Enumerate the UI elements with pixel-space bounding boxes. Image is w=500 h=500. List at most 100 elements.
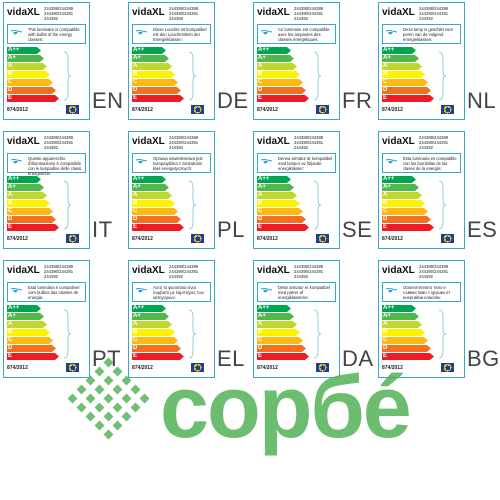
energy-bar: D xyxy=(7,87,56,94)
energy-bar: A+ xyxy=(257,184,294,191)
energy-class-label: A+ xyxy=(133,184,141,190)
energy-class-label: A++ xyxy=(383,305,395,311)
energy-bar: A xyxy=(257,63,297,70)
description-box: Questo apparecchio d'illuminazione è com… xyxy=(7,153,86,176)
energy-scale: A++ A+ A B C D E xyxy=(382,47,442,105)
energy-class-label: D xyxy=(133,345,138,351)
energy-bar: A++ xyxy=(132,47,166,54)
eu-flag-icon xyxy=(316,105,329,114)
energy-bar: A++ xyxy=(7,176,41,183)
energy-class-label: A xyxy=(258,192,263,198)
brace-icon xyxy=(313,51,322,101)
brace-icon xyxy=(188,51,197,101)
energy-class-label: C xyxy=(258,79,263,85)
product-codes: 244388/244389 244390/244391 244392 xyxy=(294,135,324,150)
energy-class-label: E xyxy=(133,95,138,101)
brace-icon xyxy=(188,309,197,359)
energy-label-da: vidaXL 244388/244389 244390/244391 244392 De… xyxy=(250,258,375,383)
energy-class-label: D xyxy=(8,87,13,93)
energy-bar: A++ xyxy=(7,305,41,312)
product-codes: 244388/244389 244390/244391 244392 xyxy=(44,6,74,21)
energy-scale: A++ A+ A B C D E xyxy=(257,305,317,363)
energy-bar: E xyxy=(257,224,309,231)
label-card: vidaXL 244388/244389 244390/244391 244392 Di… xyxy=(128,2,215,120)
eu-flag-icon xyxy=(66,234,79,243)
brand-logo: vidaXL xyxy=(382,265,415,276)
energy-bar: D xyxy=(7,216,56,223)
energy-bar: E xyxy=(132,224,184,231)
product-codes: 244388/244389 244390/244391 244392 xyxy=(169,135,199,150)
lamp-icon xyxy=(260,288,273,293)
description-text: Αυτό το φωτιστικό είναι συμβατό με λαμπτ… xyxy=(153,285,204,300)
description-box: Diese Leuchte ist kompatibel mit den Leu… xyxy=(132,24,211,44)
energy-bar: B xyxy=(7,71,50,78)
energy-bar: E xyxy=(382,224,434,231)
energy-class-label: C xyxy=(8,208,13,214)
energy-class-label: A+ xyxy=(383,313,391,319)
energy-class-label: B xyxy=(383,200,388,206)
energy-bar: C xyxy=(132,79,178,86)
regulation-number: 874/2012 xyxy=(132,107,153,113)
energy-class-label: D xyxy=(383,216,388,222)
energy-bar: A++ xyxy=(382,305,416,312)
energy-class-label: A+ xyxy=(8,313,16,319)
description-box: Oprawa oswietleniowa jest kompatybilna z… xyxy=(132,153,211,173)
eu-flag-icon xyxy=(316,234,329,243)
energy-bar: A+ xyxy=(382,55,419,62)
energy-bar: B xyxy=(382,71,425,78)
energy-label-pt: vidaXL 244388/244389 244390/244391 244392 Es… xyxy=(0,258,125,383)
energy-class-label: A++ xyxy=(258,176,270,182)
energy-label-se: vidaXL 244388/244389 244390/244391 244392 De… xyxy=(250,129,375,254)
energy-class-label: E xyxy=(8,353,13,359)
description-box: Esta luminaria es compatible con las bom… xyxy=(382,153,461,173)
energy-class-label: B xyxy=(133,71,138,77)
energy-class-label: B xyxy=(258,71,263,77)
description-text: Diese Leuchte ist kompatibel mit den Leu… xyxy=(153,27,207,42)
energy-class-label: C xyxy=(133,79,138,85)
language-code: EL xyxy=(217,346,245,371)
energy-bar: A++ xyxy=(382,176,416,183)
regulation-number: 874/2012 xyxy=(382,107,403,113)
lamp-icon xyxy=(260,159,273,164)
energy-class-label: C xyxy=(258,208,263,214)
product-codes: 244388/244389 244390/244391 244392 xyxy=(419,6,449,21)
energy-bar: A xyxy=(382,63,422,70)
energy-scale: A++ A+ A B C D E xyxy=(132,47,192,105)
energy-bar: A++ xyxy=(257,176,291,183)
description-box: Esta luminária é compatível com bulbos d… xyxy=(7,282,86,302)
energy-class-label: E xyxy=(8,224,13,230)
description-text: Oprawa oswietleniowa jest kompatybilna z… xyxy=(153,156,203,171)
language-code: EN xyxy=(92,88,124,113)
energy-class-label: A+ xyxy=(8,184,16,190)
energy-class-label: D xyxy=(258,216,263,222)
brand-logo: vidaXL xyxy=(382,7,415,18)
eu-flag-icon xyxy=(66,105,79,114)
energy-bar: B xyxy=(382,329,425,336)
energy-class-label: B xyxy=(8,200,13,206)
product-codes: 244388/244389 244390/244391 244392 xyxy=(44,135,74,150)
brace-icon xyxy=(63,180,72,230)
energy-class-label: A xyxy=(383,321,388,327)
energy-bar: A+ xyxy=(382,184,419,191)
energy-class-label: A++ xyxy=(258,47,270,53)
product-codes: 244388/244389 244390/244391 244392 xyxy=(294,6,324,21)
energy-class-label: E xyxy=(8,95,13,101)
language-code: SE xyxy=(342,217,373,242)
label-card: vidaXL 244388/244389 244390/244391 244392 Es… xyxy=(3,260,90,378)
lamp-icon xyxy=(10,288,23,293)
energy-bar: A+ xyxy=(257,55,294,62)
language-code: NL xyxy=(467,88,497,113)
energy-bar: A+ xyxy=(7,313,44,320)
product-codes: 244388/244389 244390/244391 244392 xyxy=(169,264,199,279)
energy-class-label: A++ xyxy=(133,47,145,53)
energy-class-label: E xyxy=(258,224,263,230)
energy-class-label: A++ xyxy=(383,47,395,53)
energy-bar: E xyxy=(382,95,434,102)
brace-icon xyxy=(63,51,72,101)
energy-bar: B xyxy=(257,200,300,207)
energy-bar: E xyxy=(257,353,309,360)
energy-class-label: A+ xyxy=(383,184,391,190)
energy-class-label: D xyxy=(133,87,138,93)
energy-bar: D xyxy=(257,216,306,223)
